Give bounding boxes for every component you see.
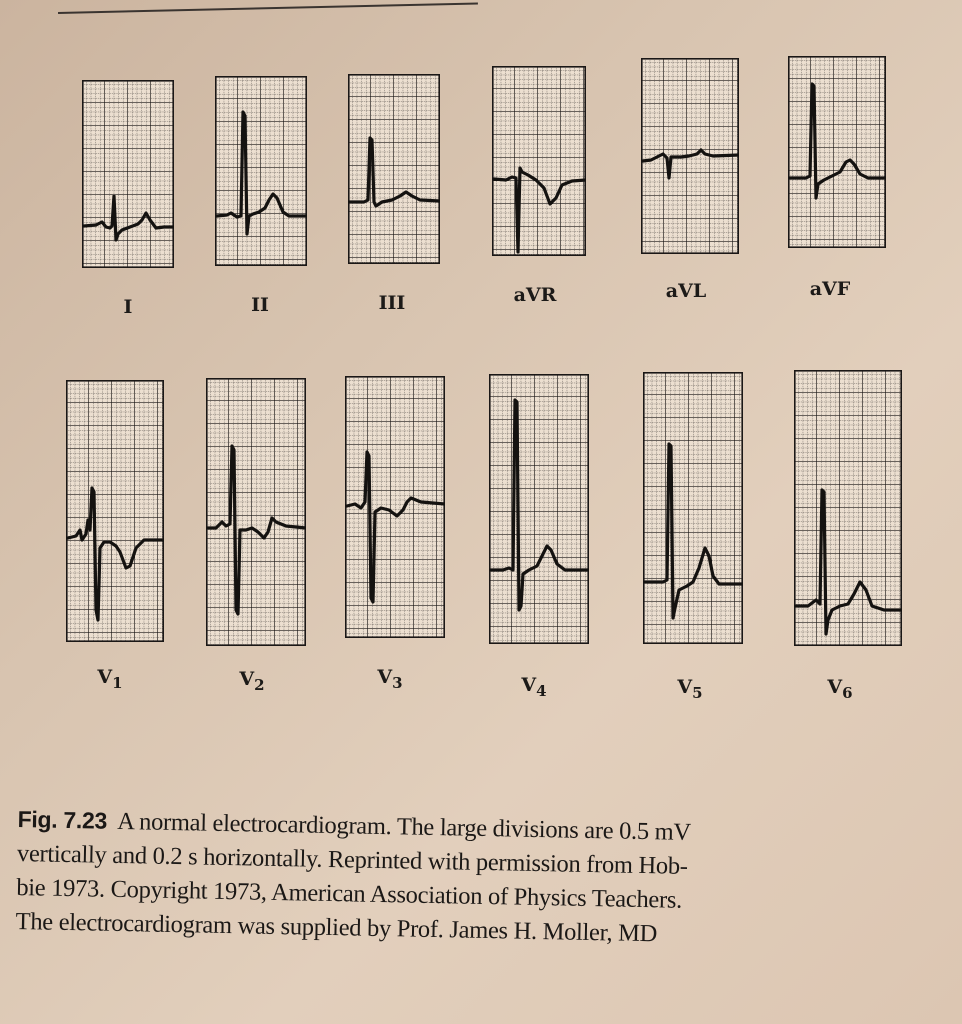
ecg-trace-avf: [788, 56, 886, 248]
ecg-trace-v6: [794, 370, 902, 646]
ecg-trace-iii: [348, 74, 440, 264]
ecg-trace-avl: [641, 58, 739, 254]
lead-label-v2: V2: [239, 668, 265, 694]
figure-number: Fig. 7.23: [17, 805, 108, 834]
lead-label-v5: V5: [677, 676, 703, 702]
lead-label-v6: V6: [827, 676, 853, 702]
ecg-strip-avl: [641, 58, 739, 254]
ecg-strip-v2: [206, 378, 306, 646]
caption-line-4: The electrocardiogram was supplied by Pr…: [15, 907, 658, 948]
ecg-strip-avf: [788, 56, 886, 248]
lead-label-v1: V1: [97, 666, 123, 692]
ecg-strip-v4: [489, 374, 589, 644]
caption-line-2: vertically and 0.2 s horizontally. Repri…: [16, 839, 688, 880]
lead-label-avr: aVR: [513, 284, 557, 306]
ecg-trace-v1: [66, 380, 164, 642]
ecg-trace-v2: [206, 378, 306, 646]
lead-label-ii: II: [251, 294, 269, 316]
ecg-strip-avr: [492, 66, 586, 256]
caption-line-1: A normal electrocardiogram. The large di…: [117, 807, 692, 846]
lead-label-i: I: [123, 296, 133, 318]
ecg-strip-v3: [345, 376, 445, 638]
lead-label-avl: aVL: [665, 280, 707, 302]
figure-caption: Fig. 7.23 A normal electrocardiogram. Th…: [15, 802, 947, 957]
ecg-strip-ii: [215, 76, 307, 266]
ecg-trace-v4: [489, 374, 589, 644]
lead-label-avf: aVF: [809, 278, 851, 300]
ecg-trace-i: [82, 80, 174, 268]
page-top-rule: [58, 2, 478, 14]
lead-label-v4: V4: [521, 674, 547, 700]
ecg-trace-v5: [643, 372, 743, 644]
caption-line-3: bie 1973. Copyright 1973, American Assoc…: [16, 873, 683, 914]
ecg-strip-v5: [643, 372, 743, 644]
ecg-strip-v1: [66, 380, 164, 642]
lead-label-iii: III: [378, 292, 406, 314]
ecg-strip-iii: [348, 74, 440, 264]
lead-label-v3: V3: [377, 666, 403, 692]
ecg-trace-v3: [345, 376, 445, 638]
ecg-trace-ii: [215, 76, 307, 266]
ecg-trace-avr: [492, 66, 586, 256]
ecg-strip-v6: [794, 370, 902, 646]
ecg-strip-i: [82, 80, 174, 268]
